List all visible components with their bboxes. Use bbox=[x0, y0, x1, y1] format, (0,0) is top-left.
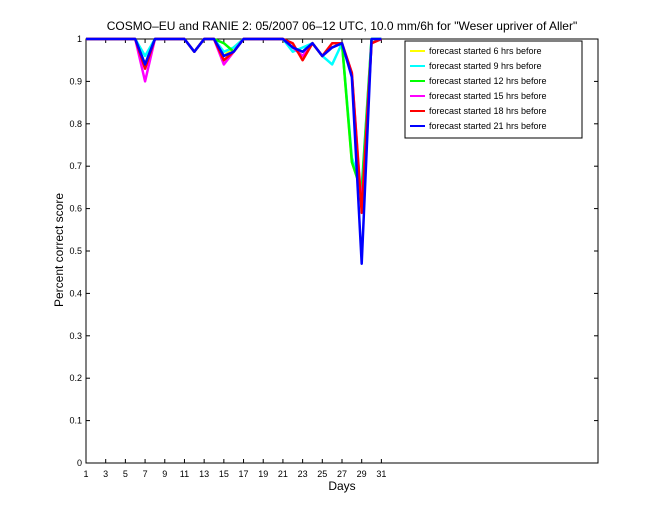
chart-title: COSMO–EU and RANIE 2: 05/2007 06–12 UTC,… bbox=[107, 19, 578, 33]
x-tick-label: 21 bbox=[278, 469, 288, 479]
legend-label: forecast started 18 hrs before bbox=[429, 106, 547, 116]
x-tick-label: 15 bbox=[219, 469, 229, 479]
legend-label: forecast started 12 hrs before bbox=[429, 76, 547, 86]
x-tick-label: 25 bbox=[317, 469, 327, 479]
x-tick-label: 19 bbox=[258, 469, 268, 479]
y-tick-label: 0.7 bbox=[69, 161, 82, 171]
x-tick-label: 11 bbox=[180, 469, 189, 479]
x-tick-label: 17 bbox=[239, 469, 249, 479]
x-tick-label: 27 bbox=[337, 469, 347, 479]
y-tick-label: 0 bbox=[77, 458, 82, 468]
y-tick-label: 0.8 bbox=[69, 119, 82, 129]
x-tick-label: 13 bbox=[199, 469, 209, 479]
y-tick-label: 0.4 bbox=[69, 288, 82, 298]
x-tick-label: 23 bbox=[298, 469, 308, 479]
x-tick-label: 1 bbox=[83, 469, 88, 479]
y-tick-label: 0.6 bbox=[69, 204, 82, 214]
legend-label: forecast started 15 hrs before bbox=[429, 91, 547, 101]
legend-label: forecast started 6 hrs before bbox=[429, 46, 542, 56]
y-tick-label: 0.9 bbox=[69, 76, 82, 86]
y-tick-label: 0.5 bbox=[69, 246, 82, 256]
y-tick-label: 0.2 bbox=[69, 373, 82, 383]
x-tick-label: 7 bbox=[143, 469, 148, 479]
x-tick-label: 29 bbox=[357, 469, 367, 479]
legend: forecast started 6 hrs before forecast st… bbox=[404, 40, 583, 139]
x-tick-label: 9 bbox=[162, 469, 167, 479]
x-tick-label: 31 bbox=[376, 469, 386, 479]
y-axis-label: Percent correct score bbox=[52, 193, 66, 307]
legend-label: forecast started 9 hrs before bbox=[429, 61, 542, 71]
y-tick-label: 0.1 bbox=[69, 416, 82, 426]
x-axis-label: Days bbox=[328, 479, 355, 493]
series-line-6 bbox=[86, 37, 382, 265]
y-tick-label: 0.3 bbox=[69, 331, 82, 341]
y-tick-label: 1 bbox=[77, 34, 82, 44]
legend-label: forecast started 21 hrs before bbox=[429, 121, 547, 131]
x-tick-label: 5 bbox=[123, 469, 128, 479]
x-tick-label: 3 bbox=[103, 469, 108, 479]
legend-box bbox=[404, 40, 583, 139]
series-lines bbox=[86, 37, 382, 265]
